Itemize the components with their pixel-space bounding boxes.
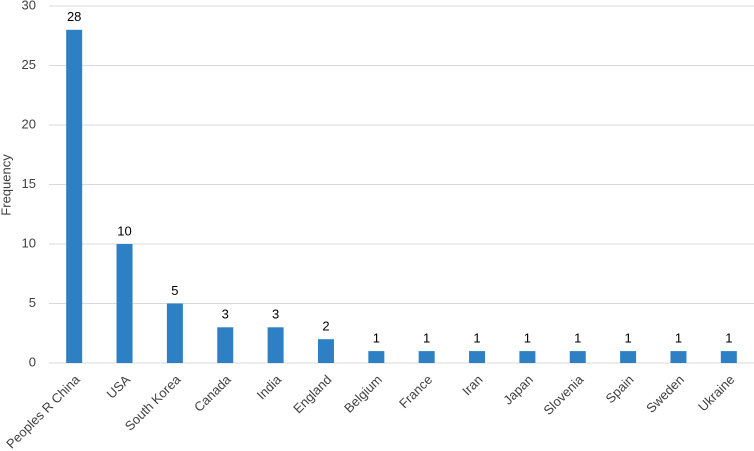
- x-tick-label: Sweden: [643, 372, 687, 416]
- x-tick-label: Japan: [500, 372, 536, 408]
- data-label: 1: [524, 331, 531, 346]
- x-tick-label: France: [396, 372, 435, 411]
- data-label: 1: [373, 331, 380, 346]
- bar: [66, 29, 83, 364]
- bar: [217, 327, 234, 363]
- data-label: 10: [117, 223, 131, 238]
- data-label: 1: [624, 331, 631, 346]
- y-tick-label: 5: [29, 295, 36, 310]
- x-tick-label: USA: [104, 372, 134, 402]
- data-label: 2: [322, 319, 329, 334]
- y-tick-label: 20: [22, 116, 36, 131]
- y-tick-label: 0: [29, 354, 36, 369]
- bar: [267, 327, 284, 363]
- x-tick-label: Iran: [459, 372, 485, 398]
- data-label: 3: [272, 307, 279, 322]
- data-label: 3: [222, 307, 229, 322]
- bar: [670, 351, 687, 363]
- bar: [469, 351, 486, 363]
- bar: [166, 303, 183, 363]
- y-tick-label: 15: [22, 176, 36, 191]
- data-label: 5: [171, 283, 178, 298]
- data-label: 1: [574, 331, 581, 346]
- bar: [620, 351, 637, 363]
- x-tick-label: Spain: [603, 372, 637, 406]
- x-tick-label: England: [290, 372, 334, 416]
- bar: [368, 351, 385, 363]
- data-label: 28: [67, 9, 81, 24]
- bar: [418, 351, 435, 363]
- y-tick-label: 10: [22, 235, 36, 250]
- x-tick-label: Canada: [191, 371, 234, 414]
- y-tick-label: 30: [22, 0, 36, 12]
- bar: [720, 351, 737, 363]
- x-tick-label: India: [254, 371, 285, 402]
- data-label: 1: [423, 331, 430, 346]
- x-tick-label: Ukraine: [695, 372, 737, 414]
- data-label: 1: [725, 331, 732, 346]
- bar: [519, 351, 536, 363]
- x-tick-label: Slovenia: [540, 371, 586, 417]
- bar: [317, 339, 334, 363]
- data-label: 1: [675, 331, 682, 346]
- x-tick-label: Peoples R China: [3, 371, 83, 451]
- bar: [569, 351, 586, 363]
- x-tick-label: Belgium: [341, 372, 385, 416]
- y-tick-label: 25: [22, 57, 36, 72]
- y-axis-title: Frequency: [0, 154, 13, 216]
- bar: [116, 244, 133, 363]
- data-label: 1: [473, 331, 480, 346]
